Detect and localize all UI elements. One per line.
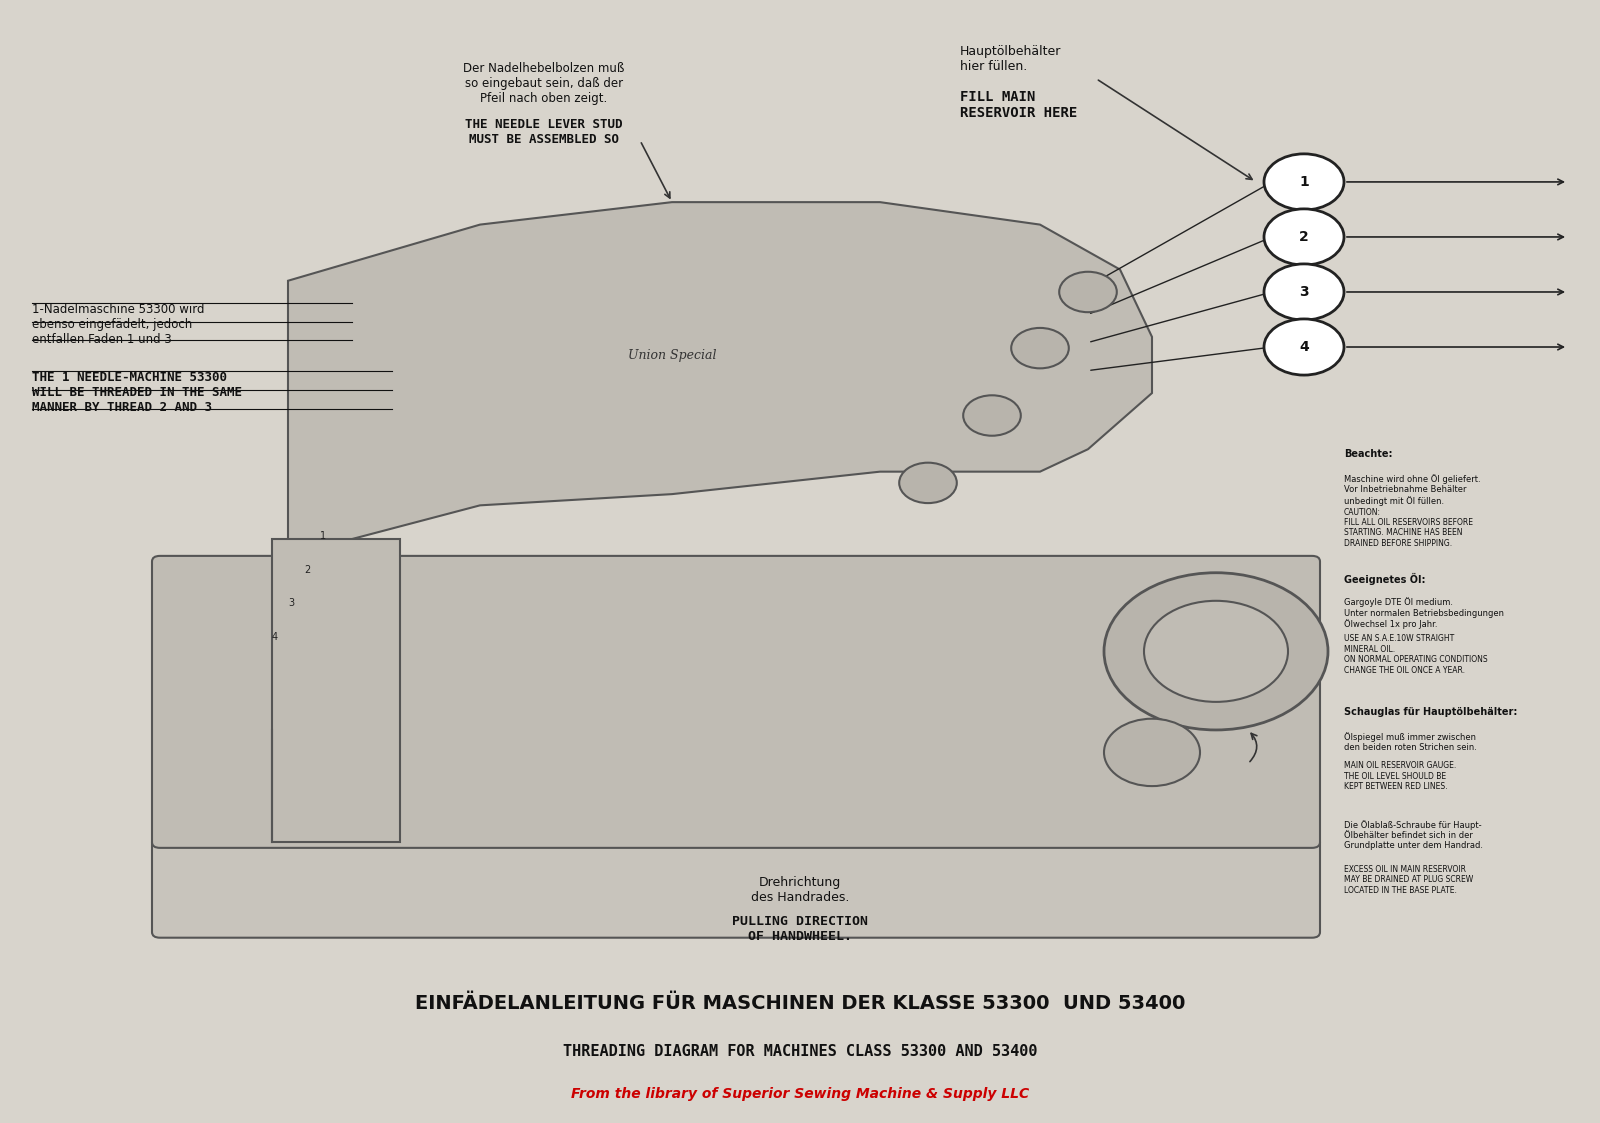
Text: 4: 4 [1299,340,1309,354]
Circle shape [1144,601,1288,702]
Circle shape [1104,719,1200,786]
Text: Union Special: Union Special [627,349,717,363]
Text: Hauptölbehälter
hier füllen.: Hauptölbehälter hier füllen. [960,45,1061,73]
Polygon shape [272,539,400,842]
Text: 2: 2 [304,565,310,575]
Text: Beachte:: Beachte: [1344,449,1392,459]
Circle shape [1264,319,1344,375]
Text: From the library of Superior Sewing Machine & Supply LLC: From the library of Superior Sewing Mach… [571,1087,1029,1101]
Text: CAUTION:
FILL ALL OIL RESERVOIRS BEFORE
STARTING. MACHINE HAS BEEN
DRAINED BEFOR: CAUTION: FILL ALL OIL RESERVOIRS BEFORE … [1344,508,1474,548]
Text: 1: 1 [1299,175,1309,189]
Circle shape [1104,573,1328,730]
Text: 1: 1 [320,531,326,541]
Text: Der Nadelhebelbolzen muß
so eingebaut sein, daß der
Pfeil nach oben zeigt.: Der Nadelhebelbolzen muß so eingebaut se… [464,62,624,104]
Text: Maschine wird ohne Öl geliefert.
Vor Inbetriebnahme Behälter
unbedingt mit Öl fü: Maschine wird ohne Öl geliefert. Vor Inb… [1344,474,1480,505]
Text: MAIN OIL RESERVOIR GAUGE.
THE OIL LEVEL SHOULD BE
KEPT BETWEEN RED LINES.: MAIN OIL RESERVOIR GAUGE. THE OIL LEVEL … [1344,761,1456,792]
Bar [0,971,1600,1123]
Circle shape [899,463,957,503]
Circle shape [1264,209,1344,265]
Text: EINFÄDELANLEITUNG FÜR MASCHINEN DER KLASSE 53300  UND 53400: EINFÄDELANLEITUNG FÜR MASCHINEN DER KLAS… [414,994,1186,1013]
Text: Geeignetes Öl:: Geeignetes Öl: [1344,573,1426,585]
Text: Gargoyle DTE Öl medium.
Unter normalen Betriebsbedingungen
Ölwechsel 1x pro Jahr: Gargoyle DTE Öl medium. Unter normalen B… [1344,597,1504,629]
Text: Drehrichtung
des Handrades.: Drehrichtung des Handrades. [750,876,850,904]
Text: THE 1 NEEDLE-MACHINE 53300
WILL BE THREADED IN THE SAME
MANNER BY THREAD 2 AND 3: THE 1 NEEDLE-MACHINE 53300 WILL BE THREA… [32,371,242,413]
Text: EXCESS OIL IN MAIN RESERVOIR
MAY BE DRAINED AT PLUG SCREW
LOCATED IN THE BASE PL: EXCESS OIL IN MAIN RESERVOIR MAY BE DRAI… [1344,865,1474,895]
Circle shape [1011,328,1069,368]
Text: 3: 3 [1299,285,1309,299]
Circle shape [1059,272,1117,312]
FancyBboxPatch shape [152,837,1320,938]
Text: Die Ölablaß-Schraube für Haupt-
Ölbehälter befindet sich in der
Grundplatte unte: Die Ölablaß-Schraube für Haupt- Ölbehält… [1344,820,1483,850]
Text: THE NEEDLE LEVER STUD
MUST BE ASSEMBLED SO: THE NEEDLE LEVER STUD MUST BE ASSEMBLED … [466,118,622,146]
Circle shape [1264,154,1344,210]
Text: Ölspiegel muß immer zwischen
den beiden roten Strichen sein.: Ölspiegel muß immer zwischen den beiden … [1344,732,1477,752]
Text: 3: 3 [288,599,294,609]
Text: USE AN S.A.E.10W STRAIGHT
MINERAL OIL.
ON NORMAL OPERATING CONDITIONS
CHANGE THE: USE AN S.A.E.10W STRAIGHT MINERAL OIL. O… [1344,634,1488,675]
Text: THREADING DIAGRAM FOR MACHINES CLASS 53300 AND 53400: THREADING DIAGRAM FOR MACHINES CLASS 533… [563,1044,1037,1059]
Text: Schauglas für Hauptölbehälter:: Schauglas für Hauptölbehälter: [1344,707,1517,718]
Text: PULLING DIRECTION
OF HANDWHEEL.: PULLING DIRECTION OF HANDWHEEL. [733,915,867,943]
FancyBboxPatch shape [152,556,1320,848]
Circle shape [963,395,1021,436]
Circle shape [1264,264,1344,320]
Text: 2: 2 [1299,230,1309,244]
Text: FILL MAIN
RESERVOIR HERE: FILL MAIN RESERVOIR HERE [960,90,1077,120]
Text: 4: 4 [272,632,278,642]
Text: 1-Nadelmaschine 53300 wird
ebenso eingefädelt, jedoch
entfallen Faden 1 und 3: 1-Nadelmaschine 53300 wird ebenso eingef… [32,303,205,346]
Polygon shape [288,202,1152,562]
